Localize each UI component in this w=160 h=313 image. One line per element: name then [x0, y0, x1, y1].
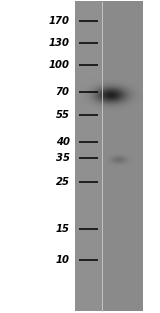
Text: 170: 170: [49, 16, 70, 26]
Text: 35: 35: [56, 153, 70, 163]
Text: 10: 10: [56, 255, 70, 265]
Text: 55: 55: [56, 110, 70, 120]
Text: 130: 130: [49, 38, 70, 48]
Text: 100: 100: [49, 60, 70, 70]
Text: 70: 70: [56, 87, 70, 97]
Text: 25: 25: [56, 177, 70, 187]
Text: 15: 15: [56, 224, 70, 234]
Bar: [143, 0, 160, 313]
Text: 40: 40: [56, 137, 70, 147]
